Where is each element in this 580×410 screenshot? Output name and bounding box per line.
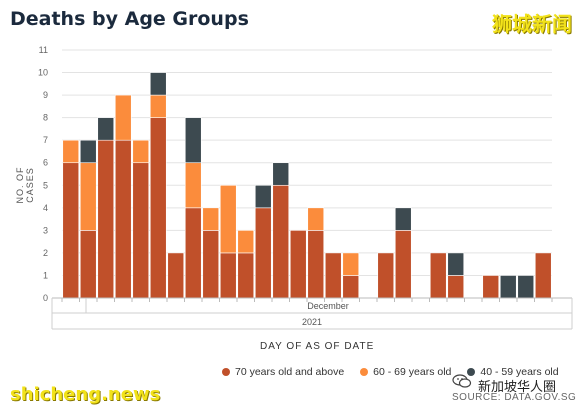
bar-segment-40-59[interactable] bbox=[447, 252, 465, 276]
legend-swatch-70-plus bbox=[222, 368, 230, 376]
bar-segment-70-plus[interactable] bbox=[289, 230, 307, 299]
bar-segment-70-plus[interactable] bbox=[429, 252, 447, 299]
bar-segment-70-plus[interactable] bbox=[272, 184, 290, 299]
x-axis: December 2021 bbox=[51, 297, 573, 330]
bar-segment-40-59[interactable] bbox=[184, 117, 202, 164]
y-tick-label: 0 bbox=[43, 293, 48, 303]
bar-segment-60-69[interactable] bbox=[149, 94, 167, 118]
bar-segment-70-plus[interactable] bbox=[394, 230, 412, 299]
bar-segment-70-plus[interactable] bbox=[482, 275, 500, 299]
bar-segment-60-69[interactable] bbox=[132, 139, 150, 164]
y-tick-label: 9 bbox=[43, 90, 48, 100]
wechat-icon bbox=[452, 374, 472, 388]
bar-segment-70-plus[interactable] bbox=[307, 230, 325, 299]
legend-label-60-69: 60 - 69 years old bbox=[373, 366, 452, 378]
bar-segment-60-69[interactable] bbox=[237, 230, 255, 254]
legend-label-70-plus: 70 years old and above bbox=[235, 366, 345, 378]
bars bbox=[62, 72, 552, 299]
bar-segment-70-plus[interactable] bbox=[237, 252, 255, 299]
watermark-bottom-right: 新加坡华人圈 bbox=[478, 380, 557, 395]
bar-segment-60-69[interactable] bbox=[62, 139, 80, 164]
bar-segment-70-plus[interactable] bbox=[149, 117, 167, 299]
bar-segment-70-plus[interactable] bbox=[167, 252, 185, 299]
bar-segment-70-plus[interactable] bbox=[534, 252, 552, 299]
y-tick-label: 11 bbox=[39, 45, 48, 55]
y-tick-label: 4 bbox=[43, 203, 48, 213]
bar-segment-40-59[interactable] bbox=[97, 117, 115, 141]
bar-segment-70-plus[interactable] bbox=[324, 252, 342, 299]
bar-segment-40-59[interactable] bbox=[254, 184, 272, 209]
legend-item-60-69[interactable]: 60 - 69 years old bbox=[360, 366, 451, 378]
y-tick-labels: 0 1 2 3 4 5 6 7 8 9 10 11 bbox=[38, 45, 48, 303]
legend-swatch-60-69 bbox=[360, 368, 369, 376]
bar-segment-70-plus[interactable] bbox=[447, 275, 465, 299]
bar-segment-60-69[interactable] bbox=[184, 162, 202, 209]
bar-segment-70-plus[interactable] bbox=[79, 230, 97, 299]
bar-segment-60-69[interactable] bbox=[219, 184, 237, 254]
source-note: SOURCE: DATA.GOV.SG bbox=[452, 392, 577, 403]
bar-segment-60-69[interactable] bbox=[202, 207, 220, 231]
y-tick-label: 1 bbox=[43, 270, 48, 280]
y-tick-label: 7 bbox=[43, 135, 48, 145]
y-tick-label: 8 bbox=[43, 113, 48, 123]
legend-label-40-59: 40 - 59 years old bbox=[480, 366, 559, 378]
bar-segment-70-plus[interactable] bbox=[342, 275, 360, 299]
watermark-bottom-left: shicheng.news bbox=[10, 384, 161, 405]
legend-item-70-plus[interactable]: 70 years old and above bbox=[222, 366, 344, 378]
y-tick-label: 6 bbox=[43, 158, 48, 168]
bar-segment-70-plus[interactable] bbox=[184, 207, 202, 299]
bar-segment-40-59[interactable] bbox=[499, 275, 517, 299]
legend-item-40-59[interactable]: 40 - 59 years old bbox=[467, 366, 559, 378]
bar-segment-60-69[interactable] bbox=[342, 252, 360, 276]
bar-segment-40-59[interactable] bbox=[149, 72, 167, 96]
y-tick-label: 2 bbox=[43, 248, 48, 258]
bar-segment-70-plus[interactable] bbox=[377, 252, 395, 299]
legend-swatch-40-59 bbox=[467, 368, 476, 376]
y-tick-label: 10 bbox=[38, 68, 48, 78]
x-group-label-year: 2021 bbox=[302, 317, 322, 327]
chart-title: Deaths by Age Groups bbox=[10, 8, 249, 30]
bar-segment-70-plus[interactable] bbox=[202, 230, 220, 299]
bar-segment-40-59[interactable] bbox=[272, 162, 290, 186]
bar-segment-70-plus[interactable] bbox=[219, 252, 237, 299]
x-group-label-month: December bbox=[307, 301, 349, 311]
bar-segment-70-plus[interactable] bbox=[97, 139, 115, 299]
bar-segment-60-69[interactable] bbox=[79, 162, 97, 231]
bar-segment-60-69[interactable] bbox=[307, 207, 325, 231]
y-tick-label: 3 bbox=[43, 225, 48, 235]
y-axis-label: NO. OF CASES bbox=[15, 166, 35, 204]
bar-segment-70-plus[interactable] bbox=[254, 207, 272, 299]
bar-segment-40-59[interactable] bbox=[517, 275, 535, 299]
bar-segment-70-plus[interactable] bbox=[114, 139, 132, 299]
bar-segment-40-59[interactable] bbox=[79, 139, 97, 164]
bar-segment-40-59[interactable] bbox=[394, 207, 412, 231]
legend: 70 years old and above 60 - 69 years old… bbox=[222, 366, 559, 378]
watermark-top-right: 狮城新闻 bbox=[492, 12, 572, 36]
bar-segment-60-69[interactable] bbox=[114, 94, 132, 141]
x-axis-label: DAY OF AS OF DATE bbox=[260, 341, 375, 352]
bar-segment-70-plus[interactable] bbox=[62, 162, 80, 299]
bar-segment-70-plus[interactable] bbox=[132, 162, 150, 299]
y-tick-label: 5 bbox=[43, 180, 48, 190]
